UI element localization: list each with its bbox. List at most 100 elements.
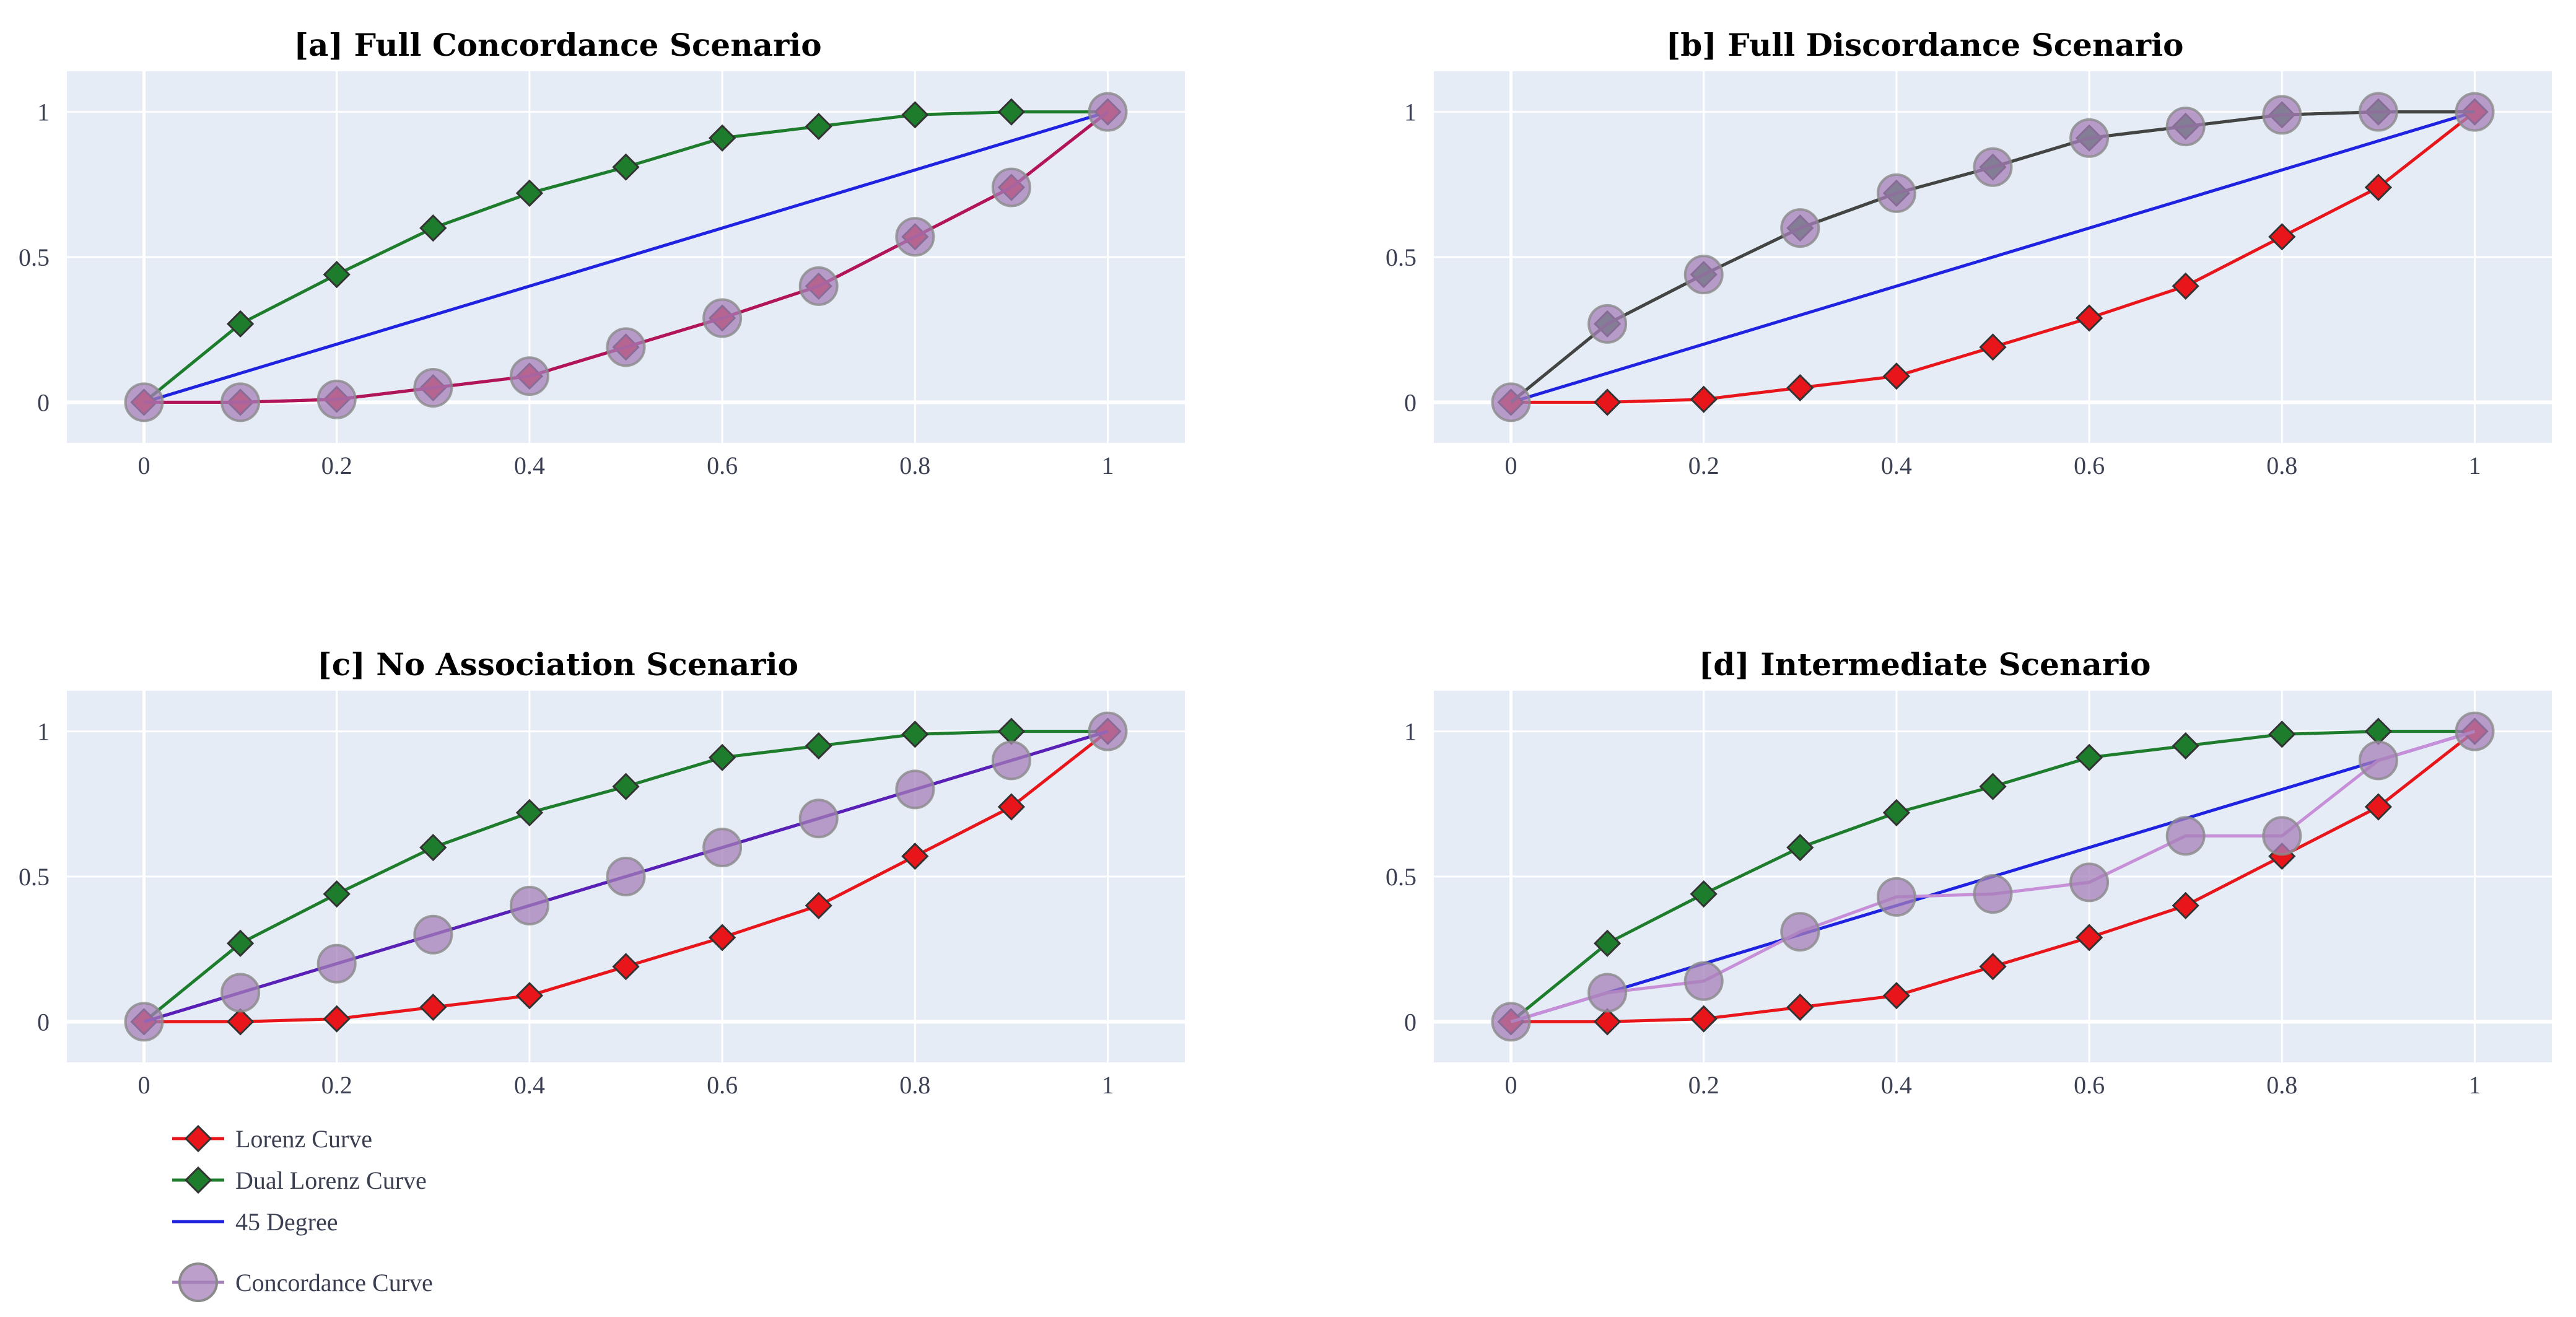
concordance-curve-point [2455,92,2495,132]
concordance-curve-point [1876,877,1916,917]
x-tick-label: 1 [2469,1071,2481,1099]
concordance-curve-point [2165,107,2206,147]
dual-lorenz-curve-point [226,310,255,338]
subplot-title: [c] No Association Scenario [317,646,798,683]
concordance-curve-point [317,379,357,419]
x-tick-label: 1 [2469,452,2481,479]
concordance-curve-point [2262,816,2302,856]
concordance-curve-point [1683,961,1724,1001]
concordance-curve-point [124,382,164,422]
x-tick-label: 0.6 [707,1071,738,1099]
x-tick-label: 1 [1102,452,1114,479]
subplot-b: [b] Full Discordance Scenario 0 0.2 0.4 0.6 0… [1386,27,2552,479]
dual-lorenz-curve-point [226,929,255,957]
dual-lorenz-curve-point [1882,799,1911,826]
concordance-curve-point [317,943,357,984]
dual-lorenz-curve-point [1593,929,1622,957]
concordance-curve-point [1683,255,1724,295]
lorenz-curve-point [2364,793,2393,821]
x-tick-label: 0.6 [2074,452,2105,479]
dual-lorenz-curve-point [901,720,929,748]
concordance-curve-point [220,973,261,1013]
concordance-curve-point [1491,1002,1531,1042]
y-tick-label: 0 [1404,1008,1417,1036]
y-tick-label: 1 [1404,718,1417,746]
x-tick-label: 0 [138,452,150,479]
y-tick-label: 0.5 [1386,863,1417,891]
lorenz-curve-point [1882,362,1911,390]
subplot-a: [a] Full Concordance Scenario 0 0.2 0.4 0.6 0… [19,27,1185,479]
dual-lorenz-curve-point [419,214,447,242]
concordance-curve-point [606,327,646,367]
dual-lorenz-curve-point [805,732,832,760]
legend-diamond-icon [184,1166,212,1194]
lorenz-curve-point [1979,333,2007,361]
series-concordance-curve [1491,92,2495,422]
concordance-curve-point [124,1002,164,1042]
legend-item-45-degree: 45 Degree [172,1208,338,1236]
series-concordance-curve [124,92,1128,422]
x-tick-label: 0.2 [321,1071,352,1099]
x-tick-label: 0.4 [514,1071,545,1099]
concordance-curve-point [2358,740,2398,781]
concordance-curve-point [509,885,549,925]
concordance-curve-point [1587,304,1628,344]
lorenz-curve-point [708,924,736,952]
subplot-title: [b] Full Discordance Scenario [1666,27,2184,63]
series-45-degree [1510,110,2476,404]
dual-lorenz-curve-point [515,799,544,826]
lorenz-curve-point [2075,304,2103,332]
series-dual-lorenz-curve [130,717,1122,1036]
dual-lorenz-curve-point [997,98,1026,126]
lorenz-curve-point [323,1005,351,1033]
subplot-title: [a] Full Concordance Scenario [294,27,821,63]
lorenz-curve-point [515,982,544,1010]
lorenz-curve-point [2172,891,2199,919]
lorenz-curve-point [2268,223,2296,251]
concordance-curve-point [1973,147,2013,187]
concordance-curve-point [1088,92,1128,132]
lorenz-curve-point [997,793,1026,821]
lorenz-curve-point [1786,993,1814,1022]
45-degree-line [143,110,1109,404]
concordance-curve-point [220,382,261,422]
x-tick-label: 0 [138,1071,150,1099]
concordance-curve-point [1876,173,1916,213]
x-tick-label: 0.4 [1881,452,1912,479]
concordance-curve-point [2455,711,2495,751]
dual-lorenz-curve-point [323,880,351,908]
x-tick-label: 0.8 [899,452,930,479]
legend-label: Lorenz Curve [235,1125,372,1153]
concordance-curve-point [1780,208,1820,248]
y-tick-label: 0.5 [1386,243,1417,271]
concordance-curve-point [1587,973,1628,1013]
x-tick-label: 0.8 [2266,1071,2297,1099]
dual-lorenz-curve-point [1690,880,1718,908]
x-tick-label: 0.8 [899,1071,930,1099]
lorenz-curve-point [805,891,832,919]
legend-item-dual-lorenz-curve: Dual Lorenz Curve [172,1166,427,1194]
lorenz-curve-point [1593,1008,1622,1036]
concordance-curve-point [413,367,453,408]
subplot-c: [c] No Association Scenario 0 0.2 0.4 0.6 0.8… [19,646,1185,1099]
dual-lorenz-curve-point [1786,834,1814,862]
concordance-curve-point [1780,912,1820,952]
dual-lorenz-curve-point [708,743,736,771]
lorenz-curve-point [2075,924,2103,952]
x-tick-label: 0.2 [1688,452,1719,479]
concordance-curve-point [702,298,743,338]
x-tick-label: 0 [1504,452,1517,479]
concordance-curve-point [991,167,1031,208]
concordance-curve-point [2069,862,2110,903]
y-tick-label: 0 [37,1008,50,1036]
concordance-curve-point [798,799,839,839]
lorenz-curve-point [901,842,929,870]
legend-item-lorenz-curve: Lorenz Curve [172,1124,372,1153]
y-tick-label: 0 [37,388,50,416]
legend-item-concordance-curve: Concordance Curve [172,1262,433,1302]
legend-diamond-icon [184,1124,212,1153]
dual-lorenz-curve-point [805,112,832,141]
series-45-degree [143,110,1109,404]
dual-lorenz-curve-point [2075,743,2103,771]
